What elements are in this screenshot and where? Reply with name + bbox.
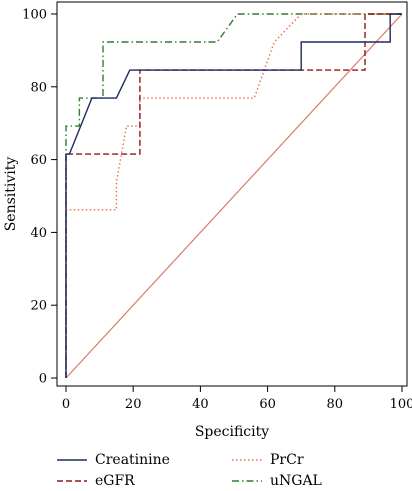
y-tick-label: 100 [22, 8, 47, 23]
legend-label-prcr: PrCr [270, 452, 304, 468]
x-tick-label: 100 [390, 397, 412, 412]
axes: 0 20 40 60 80 100 0 20 40 60 80 100 [22, 8, 412, 413]
legend: Creatinine eGFR PrCr uNGAL [57, 452, 322, 489]
reference-diagonal-line [65, 13, 403, 379]
legend-label-egfr: eGFR [95, 473, 135, 489]
legend-label-ungal: uNGAL [270, 473, 322, 489]
x-tick-label: 0 [62, 397, 70, 412]
x-tick-label: 40 [192, 397, 209, 412]
legend-label-creatinine: Creatinine [95, 452, 170, 468]
series-line-ungal [65, 13, 402, 378]
y-tick-label: 80 [30, 80, 47, 95]
series-layer [65, 13, 403, 379]
x-tick-label: 20 [125, 397, 142, 412]
y-tick-label: 40 [30, 226, 47, 241]
y-tick-label: 20 [30, 299, 47, 314]
x-tick-label: 80 [327, 397, 344, 412]
y-tick-label: 60 [30, 153, 47, 168]
plot-frame [56, 1, 408, 387]
y-tick-label: 0 [39, 372, 47, 387]
series-line-creatinine [65, 13, 402, 378]
x-axis-title: Specificity [195, 424, 269, 440]
y-axis-title: Sensitivity [3, 157, 19, 232]
x-tick-label: 60 [259, 397, 276, 412]
